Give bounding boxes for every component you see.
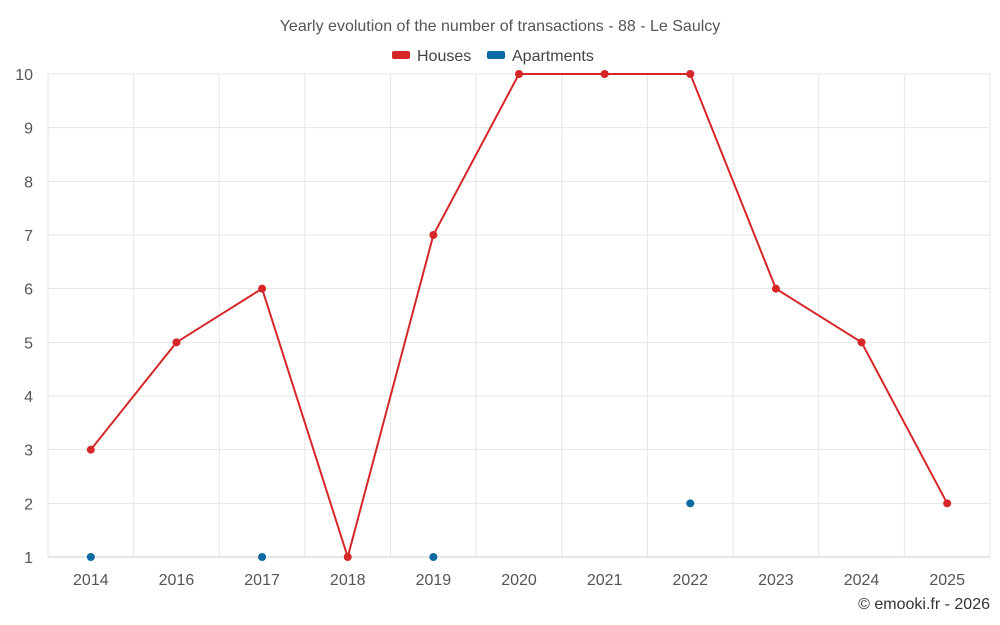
data-point-houses[interactable]: [771, 284, 780, 293]
data-point-houses[interactable]: [86, 445, 95, 454]
x-tick-label: 2016: [159, 572, 195, 589]
y-tick-label: 8: [24, 174, 33, 191]
credit-text: © emooki.fr - 2026: [858, 596, 990, 613]
series-houses: [86, 70, 952, 561]
data-point-houses[interactable]: [857, 338, 866, 347]
legend: Houses Apartments: [392, 48, 594, 65]
x-tick-label: 2019: [416, 572, 452, 589]
x-tick-label: 2014: [73, 572, 109, 589]
y-tick-label: 2: [24, 496, 33, 513]
data-point-houses[interactable]: [515, 70, 523, 78]
grid: [47, 73, 991, 558]
x-tick-label: 2022: [672, 572, 708, 589]
series-apartments: [86, 499, 695, 561]
chart-title: Yearly evolution of the number of transa…: [280, 18, 721, 35]
data-point-apartments[interactable]: [429, 553, 438, 561]
x-tick-label: 2017: [244, 572, 280, 589]
legend-item-apartments[interactable]: Apartments: [487, 48, 594, 65]
x-axis-ticks: 2014 2016 2017 2018 2019 2020 2021 2022 2023 2024…: [73, 572, 965, 589]
data-point-houses[interactable]: [600, 70, 609, 78]
y-tick-label: 7: [24, 228, 33, 245]
y-tick-label: 6: [24, 282, 33, 299]
y-tick-label: 10: [15, 67, 33, 84]
legend-label-houses: Houses: [417, 48, 471, 65]
y-tick-label: 3: [24, 443, 33, 460]
y-tick-label: 9: [24, 121, 33, 138]
x-tick-label: 2021: [587, 572, 623, 589]
y-axis-ticks: 1 2 3 4 5 6 7 8 9 10: [15, 67, 33, 567]
legend-item-houses[interactable]: Houses: [392, 48, 471, 65]
data-point-apartments[interactable]: [86, 553, 95, 561]
x-tick-label: 2018: [330, 572, 366, 589]
x-tick-label: 2020: [501, 572, 537, 589]
legend-label-apartments: Apartments: [512, 48, 594, 65]
legend-swatch-houses: [392, 51, 410, 59]
data-point-apartments[interactable]: [258, 553, 267, 561]
x-tick-label: 2023: [758, 572, 794, 589]
data-point-houses[interactable]: [943, 499, 952, 508]
x-tick-label: 2024: [844, 572, 880, 589]
legend-swatch-apartments: [487, 51, 505, 59]
plot-series: [86, 70, 952, 561]
y-tick-label: 4: [24, 389, 33, 406]
y-tick-label: 5: [24, 335, 33, 352]
data-point-houses[interactable]: [172, 338, 181, 347]
y-tick-label: 1: [24, 550, 33, 567]
data-point-houses[interactable]: [343, 553, 352, 561]
x-tick-label: 2025: [929, 572, 965, 589]
data-point-houses[interactable]: [686, 70, 695, 78]
data-point-apartments[interactable]: [686, 499, 695, 508]
data-point-houses[interactable]: [429, 231, 438, 239]
data-point-houses[interactable]: [258, 284, 267, 293]
